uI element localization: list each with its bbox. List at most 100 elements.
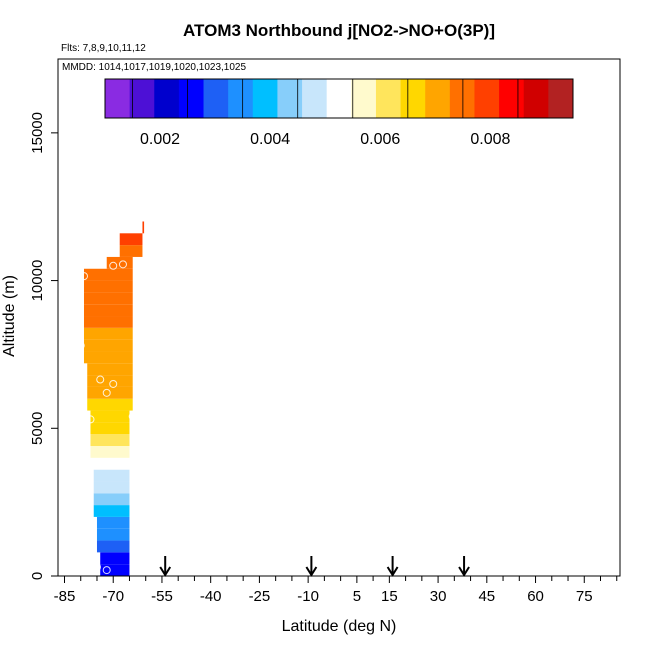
colorbar-swatch	[425, 79, 451, 118]
y-axis: 0 5000 10000 15000	[29, 112, 58, 580]
colorbar-swatch	[277, 79, 303, 118]
profile-cell	[83, 280, 133, 293]
profile-cell	[83, 292, 133, 305]
y-tick-label: 15000	[29, 112, 46, 154]
profile-cell	[90, 446, 130, 458]
colorbar-swatch	[105, 79, 131, 118]
colorbar-swatch	[548, 79, 574, 118]
colorbar-swatch	[252, 79, 278, 118]
sample-point	[92, 563, 101, 572]
profile-cell	[100, 552, 130, 565]
profile-cell	[87, 363, 133, 376]
colorbar-swatch	[302, 79, 328, 118]
region-arrow	[386, 556, 399, 577]
x-tick-label: -25	[249, 588, 271, 605]
y-tick-label: 10000	[29, 260, 46, 302]
sample-point	[131, 564, 140, 573]
colorbar-swatch	[228, 79, 254, 118]
profile-cell	[142, 221, 145, 234]
colorbar-tick-label: 0.006	[360, 131, 400, 148]
profile-cells	[83, 221, 145, 576]
sample-point	[102, 566, 111, 575]
sample-point	[79, 272, 88, 281]
sample-point	[128, 412, 137, 421]
x-tick-label: 15	[381, 588, 398, 605]
profile-cell	[93, 469, 130, 482]
sample-point	[109, 261, 118, 270]
region-arrow	[305, 556, 318, 577]
sample-point	[86, 415, 95, 424]
sample-point	[76, 341, 85, 350]
profile-cell	[83, 339, 133, 352]
colorbar-swatch	[499, 79, 525, 118]
profile-cell	[100, 564, 130, 576]
arrow-head	[305, 566, 318, 577]
profile-cell	[83, 268, 133, 281]
x-tick-label: 5	[353, 588, 361, 605]
profile-cell	[119, 245, 143, 257]
x-tick-label: 75	[576, 588, 593, 605]
x-axis: -85 -70 -55 -40 -25 -10 5 15 30 45 60 75	[54, 576, 618, 605]
region-arrows	[159, 556, 470, 577]
x-tick-label: -10	[297, 588, 319, 605]
sample-markers	[76, 260, 140, 575]
y-axis-label: Altitude (m)	[1, 275, 18, 357]
colorbar-swatch	[154, 79, 180, 118]
colorbar-tick-label: 0.004	[250, 131, 290, 148]
profile-cell	[93, 505, 130, 517]
arrow-head	[386, 566, 399, 577]
profile-cell	[90, 410, 130, 423]
x-tick-label: 45	[478, 588, 495, 605]
region-arrow	[458, 556, 470, 577]
colorbar-swatch	[523, 79, 549, 118]
colorbar-swatch	[474, 79, 500, 118]
colorbar-tick-label: 0.008	[470, 131, 510, 148]
sample-point	[102, 388, 111, 397]
profile-cell	[83, 316, 133, 328]
region-arrow	[159, 556, 172, 577]
profile-cell	[90, 434, 130, 447]
profile-cell	[87, 375, 133, 387]
colorbar-swatch	[400, 79, 426, 118]
colorbar-swatch	[129, 79, 155, 118]
profile-cell	[119, 233, 143, 246]
profile-cell	[90, 457, 130, 470]
profile-cell	[90, 422, 130, 435]
profile-cell	[96, 528, 130, 541]
y-tick-label: 5000	[29, 412, 46, 445]
profile-cell	[93, 493, 130, 506]
colorbar	[104, 78, 574, 119]
flights-label: Flts: 7,8,9,10,11,12	[61, 43, 146, 54]
profile-cell	[83, 327, 133, 340]
x-tick-label: 60	[527, 588, 544, 605]
colorbar-frame	[104, 78, 574, 119]
dates-label: MMDD: 1014,1017,1019,1020,1023,1025	[62, 62, 246, 73]
profile-cell	[96, 516, 130, 529]
x-axis-label: Latitude (deg N)	[282, 618, 397, 635]
x-tick-label: -55	[151, 588, 173, 605]
colorbar-ticks: 0.002 0.004 0.006 0.008	[140, 131, 510, 148]
profile-cell	[83, 351, 133, 364]
colorbar-swatch	[449, 79, 475, 118]
x-tick-label: -40	[200, 588, 222, 605]
profile-cell	[93, 481, 130, 494]
x-tick-label: -70	[102, 588, 124, 605]
colorbar-swatch	[351, 79, 377, 118]
sample-point	[96, 375, 105, 384]
plot-frame	[57, 58, 621, 577]
profile-cell	[87, 398, 133, 411]
x-tick-label: -85	[54, 588, 76, 605]
sample-point	[109, 379, 118, 388]
arrow-head	[159, 566, 172, 577]
arrow-head	[458, 566, 470, 577]
sample-point	[118, 260, 127, 269]
profile-cell	[83, 304, 133, 317]
y-tick-label: 0	[29, 572, 46, 580]
colorbar-swatch	[178, 79, 205, 118]
colorbar-swatch	[203, 79, 229, 118]
colorbar-tick-label: 0.002	[140, 131, 180, 148]
colorbar-swatch	[326, 79, 352, 118]
x-tick-label: 30	[430, 588, 447, 605]
profile-cell	[96, 540, 130, 553]
